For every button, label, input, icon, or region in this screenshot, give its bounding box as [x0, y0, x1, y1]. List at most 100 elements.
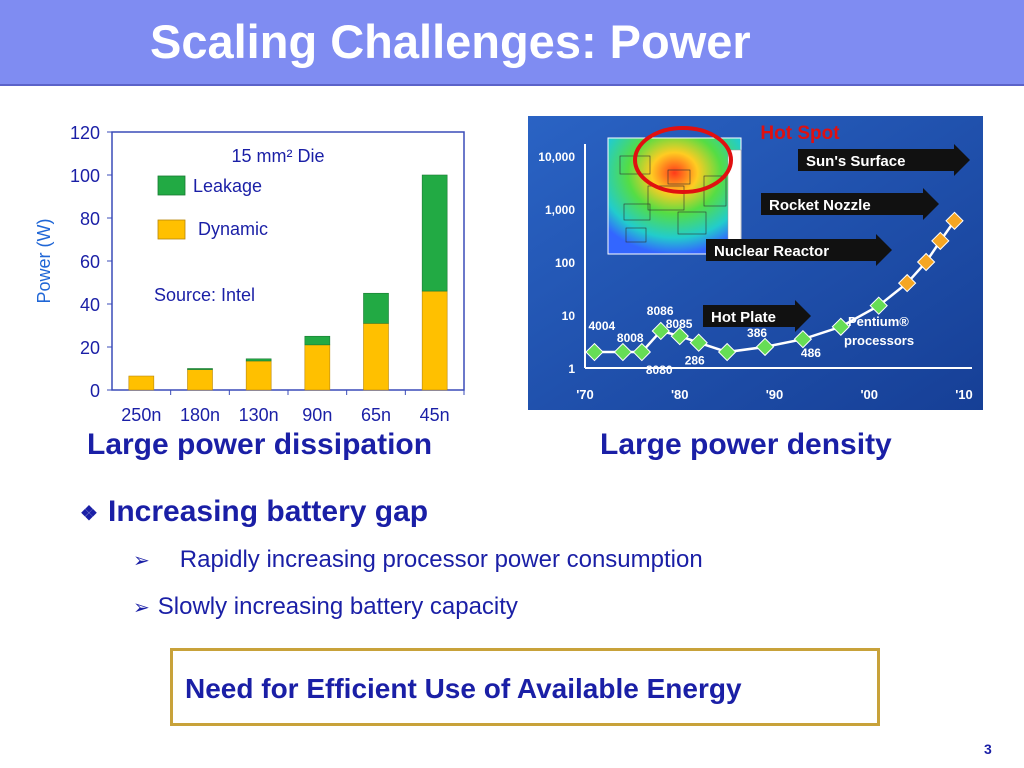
point-label-8085: 8085 — [666, 317, 693, 331]
point-label-486: 486 — [801, 346, 821, 360]
plot-area — [111, 131, 465, 391]
caption-left: Large power dissipation — [87, 428, 433, 461]
data-point-6 — [717, 342, 737, 362]
y-tick-label-1: 20 — [80, 338, 100, 358]
data-point-11 — [897, 273, 917, 293]
data-point-8 — [793, 329, 813, 349]
bar-leakage-90n — [304, 335, 331, 346]
bar-leakage-45n — [421, 174, 448, 292]
diamond-bullet-icon: ❖ — [80, 502, 98, 525]
pentium-annotation-line-2: processors — [844, 333, 914, 348]
y-tick-label-1: 10 — [562, 309, 576, 323]
bar-leakage-130n — [245, 358, 272, 362]
arrow-label-nuclear-reactor: Nuclear Reactor — [714, 243, 829, 260]
chip-block-1 — [667, 169, 691, 185]
point-label-8086: 8086 — [647, 304, 674, 318]
chip-block-4 — [677, 211, 707, 235]
data-point-2 — [632, 342, 652, 362]
data-point-14 — [945, 211, 964, 230]
y-tick-label-0: 1 — [568, 362, 575, 376]
bullet-sub-1: ➢ Rapidly increasing processor power cons… — [133, 546, 703, 574]
chip-block-3 — [623, 203, 651, 221]
bar-dynamic-250n — [128, 375, 155, 391]
arrow-label-rocket-nozzle: Rocket Nozzle — [769, 197, 871, 214]
x-tick-label-2: '90 — [766, 387, 784, 402]
arrow-label-hot-plate: Hot Plate — [711, 309, 776, 326]
data-point-13 — [931, 231, 950, 251]
arrow-bullet-icon: ➢ — [133, 597, 150, 619]
data-point-3 — [651, 321, 670, 341]
data-point-12 — [916, 252, 936, 272]
x-tick-label-45n: 45n — [420, 405, 450, 425]
y-tick-label-6: 120 — [70, 123, 100, 143]
y-axis-label: Power (W) — [34, 219, 54, 304]
data-point-7 — [755, 337, 775, 357]
y-tick-label-2: 100 — [555, 256, 575, 270]
data-point-9 — [831, 317, 851, 336]
bar-dynamic-65n — [363, 323, 389, 391]
x-tick-label-90n: 90n — [302, 405, 332, 425]
arrow-nuclear-reactor — [706, 234, 892, 266]
bar-leakage-180n — [187, 368, 213, 370]
bar-dynamic-130n — [245, 360, 272, 391]
point-label-4004: 4004 — [588, 319, 615, 333]
y-tick-label-5: 100 — [70, 166, 100, 186]
arrow-label-sun-s-surface: Sun's Surface — [806, 153, 905, 170]
data-point-10 — [869, 296, 888, 315]
bullet-sub-1-text: Rapidly increasing processor power consu… — [179, 546, 703, 573]
hot-spot-circle — [633, 126, 733, 194]
data-point-1 — [613, 342, 633, 362]
x-tick-label-4: '10 — [955, 387, 973, 402]
arrow-hot-plate — [703, 300, 811, 332]
power-density-chart: 1 10 100 1,000 10,000 '70 '80 '90 '00 '10 Hot Spot… — [528, 116, 983, 410]
pentium-annotation-line-1: Pentium® — [848, 314, 909, 329]
chip-block-2 — [647, 185, 685, 211]
point-label-8008: 8008 — [617, 331, 644, 345]
bullet-main: ❖ Increasing battery gap — [80, 495, 428, 529]
y-tick-label-4: 10,000 — [538, 150, 575, 164]
data-point-5 — [689, 333, 708, 352]
callout-box: Need for Efficient Use of Available Ener… — [170, 648, 880, 726]
data-point-4 — [670, 326, 689, 346]
y-tick-label-4: 80 — [80, 209, 100, 229]
source-annotation: Source: Intel — [154, 285, 255, 305]
x-tick-label-130n: 130n — [239, 405, 279, 425]
power-bar-chart: 0 20 40 60 80 100 120 Power (W) 250n 180n 130n 90n 6… — [34, 123, 465, 425]
y-tick-label-2: 40 — [80, 295, 100, 315]
point-label-286: 286 — [685, 354, 705, 368]
x-tick-label-3: '00 — [860, 387, 878, 402]
bullet-sub-2: ➢ Slowly increasing battery capacity — [133, 593, 518, 621]
chip-thermal-map — [607, 137, 742, 255]
legend-label-dynamic: Dynamic — [198, 219, 268, 239]
chart-title: 15 mm² Die — [231, 146, 324, 166]
bar-dynamic-90n — [304, 344, 331, 391]
legend-label-leakage: Leakage — [193, 176, 262, 196]
pentium-annotation: Pentium® processors — [844, 314, 914, 348]
caption-right: Large power density — [600, 428, 892, 461]
bar-leakage-65n — [363, 292, 389, 324]
x-tick-label-1: '80 — [671, 387, 689, 402]
x-tick-label-65n: 65n — [361, 405, 391, 425]
arrow-rocket-nozzle — [761, 188, 939, 220]
y-tick-label-3: 60 — [80, 252, 100, 272]
callout-text: Need for Efficient Use of Available Ener… — [185, 673, 742, 704]
point-label-8080: 8080 — [646, 363, 673, 377]
bar-dynamic-45n — [421, 290, 448, 391]
bullet-main-text: Increasing battery gap — [108, 495, 429, 528]
x-tick-label-250n: 250n — [121, 405, 161, 425]
legend-swatch-leakage — [157, 175, 186, 196]
point-label-386: 386 — [747, 326, 767, 340]
y-tick-label-3: 1,000 — [545, 203, 575, 217]
slide-title: Scaling Challenges: Power — [150, 15, 751, 68]
legend-swatch-dynamic — [157, 219, 186, 240]
bar-dynamic-180n — [187, 369, 213, 391]
hot-spot-label: Hot Spot — [760, 123, 840, 144]
page-number: 3 — [984, 741, 992, 757]
title-bar: Scaling Challenges: Power — [0, 0, 1024, 86]
data-point-0 — [585, 342, 604, 362]
bullet-sub-2-text: Slowly increasing battery capacity — [157, 593, 518, 620]
x-tick-label-0: '70 — [576, 387, 594, 402]
arrow-bullet-icon: ➢ — [133, 550, 150, 572]
chip-block-5 — [703, 175, 727, 207]
